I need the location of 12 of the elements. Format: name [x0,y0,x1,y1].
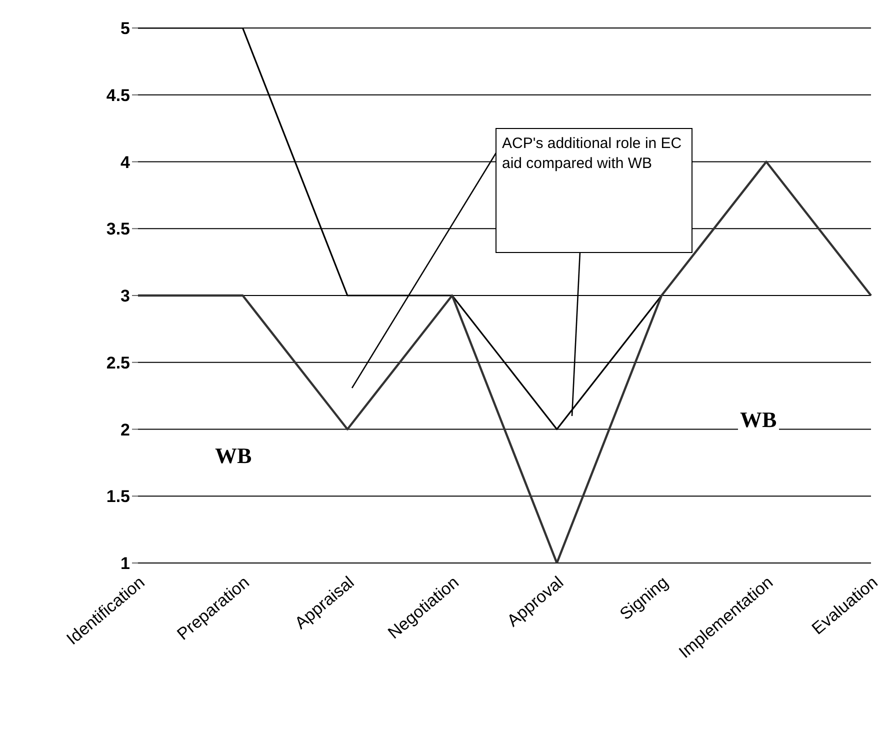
y-tick-label: 2.5 [106,353,130,372]
y-tick-label: 4.5 [106,86,130,105]
y-tick-label: 5 [120,19,130,38]
annotation: ACP's additional role in EC aid compared with WB [502,134,683,174]
y-tick-label: 3 [120,286,130,306]
y-tick-label: 1.5 [106,487,130,506]
y-tick-label: 1 [120,554,130,574]
y-tick-label: 3.5 [106,220,130,239]
annotation: WB [213,443,254,468]
y-tick-label: 2 [120,420,130,440]
annotation: WB [738,407,779,432]
y-tick-label: 4 [120,152,131,172]
